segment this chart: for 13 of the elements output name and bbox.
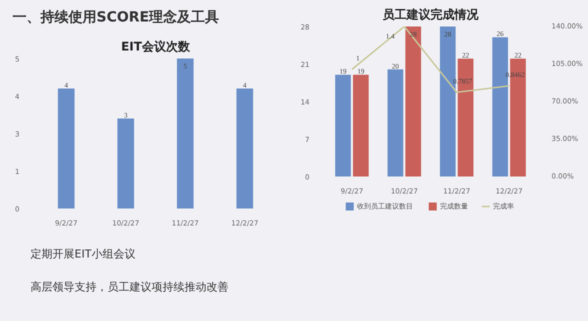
bar: [352, 74, 369, 176]
bar: [236, 88, 254, 208]
bar: [388, 69, 404, 176]
chart-title: EIT会议次数: [121, 40, 191, 54]
bar: [335, 74, 351, 176]
bar: [405, 26, 422, 176]
text: 一、持续使用SCORE理念及工具: [12, 10, 220, 26]
chart-title: 员工建议完成情况: [382, 8, 480, 22]
bar: [58, 88, 75, 208]
bar: [176, 58, 194, 208]
bar: [117, 118, 134, 208]
text: 高层领导支持，员工建议项持续推动改善: [30, 280, 228, 294]
text: 定期开展EIT小组会议: [30, 248, 136, 260]
